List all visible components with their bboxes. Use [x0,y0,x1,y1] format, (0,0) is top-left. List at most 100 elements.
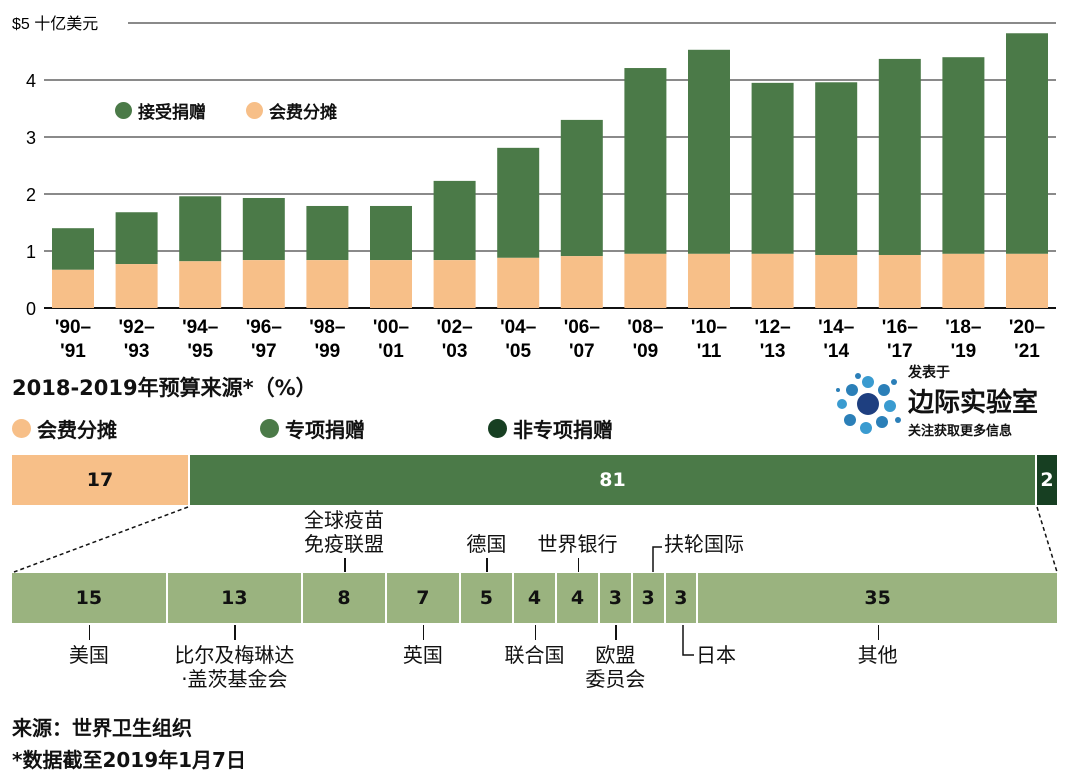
segment-2: 2 [1037,455,1057,505]
y-tick-label: 3 [26,128,36,148]
x-tick-label: '92– [118,317,154,338]
publisher-badge: 发表于 边际实验室 关注获取更多信息 [832,362,1072,442]
x-tick-label: '99 [315,341,341,362]
bar-assessed [942,253,985,308]
bar-donations [624,68,667,254]
x-tick-label: '90– [55,317,91,338]
bar-donations [688,49,730,254]
segment-0: 17 [12,455,188,505]
publisher-line1: 发表于 [908,365,950,381]
y-axis-label: $5 十亿美元 [12,15,98,33]
bar-assessed [751,253,794,308]
x-tick-label: '93 [124,341,150,362]
donor-label: 欧盟 委员会 [585,643,646,691]
donor-segment: 8 [303,573,385,623]
x-tick-label: '97 [251,341,277,362]
bar-assessed [624,253,667,308]
legend-label: 接受捐赠 [138,103,206,123]
publisher-line3: 关注获取更多信息 [908,424,1013,439]
x-tick-label: '00– [373,317,409,338]
publisher-logo-icon [836,373,901,434]
donor-label: 联合国 [504,643,565,667]
legend-swatch [246,102,263,119]
legend-label: 专项捐赠 [285,418,365,442]
bar-donations [433,180,476,261]
y-tick-label: 2 [26,185,36,205]
bar-assessed [497,257,540,308]
bar-donations [942,57,985,254]
bar-assessed [433,260,476,308]
x-tick-label: '07 [569,341,595,362]
bar-donations [815,82,858,255]
label-tick [534,625,536,640]
x-tick-label: '14– [818,317,854,338]
legend-label: 会费分摊 [37,418,117,442]
section-title: 2018-2019年预算来源*（%） [12,376,317,400]
label-tick [422,625,425,640]
x-tick-label: '95 [187,341,213,362]
x-tick-label: '16– [882,317,918,338]
publisher-name: 边际实验室 [908,388,1039,418]
legend-specified: 专项捐赠 [260,414,365,443]
donor-label: 比尔及梅琳达 ·盖茨基金会 [174,643,295,691]
bar-assessed [560,256,603,308]
bar-donations [242,197,285,261]
donor-segment: 4 [514,573,555,623]
donor-segment: 35 [698,573,1057,623]
donor-label: 美国 [68,643,109,667]
bar-assessed [306,260,349,308]
donor-segment: 7 [387,573,459,623]
bar-donations [497,147,540,258]
donor-label: 日本 [696,643,736,667]
x-tick-label: '01 [378,341,404,362]
bar-donations [179,196,222,262]
bar-assessed [242,260,285,308]
x-tick-label: '05 [505,341,531,362]
x-tick-label: '10– [691,317,727,338]
donor-segment: 13 [167,573,301,623]
x-tick-label: '13 [760,341,786,362]
donor-label: 德国 [466,532,507,556]
legend-donations: 接受捐赠 [115,98,206,123]
label-tick [877,625,880,640]
x-tick-label: '12– [754,317,790,338]
x-tick-label: '08– [627,317,663,338]
bar-donations [115,212,158,265]
x-tick-label: '20– [1009,317,1045,338]
x-tick-label: '11 [697,341,722,362]
bar-donations [751,82,794,254]
label-tick [615,625,617,640]
bar-assessed [815,254,858,308]
donor-label: 扶轮国际 [664,532,744,556]
bar-assessed [370,260,412,308]
bar-donations [560,119,603,257]
bar-assessed [688,253,730,308]
y-tick-label: 1 [26,242,36,262]
bar-donations [52,228,94,270]
donor-segment: 5 [460,573,512,623]
bar-assessed [115,264,158,308]
bar-donations [370,205,412,261]
bar-assessed [878,254,921,308]
bar-donations [1006,33,1048,254]
legend-label: 会费分摊 [269,103,337,123]
bar-assessed [52,269,94,308]
y-tick-label: 4 [26,71,36,91]
donor-segment: 15 [12,573,166,623]
legend-label: 非专项捐赠 [513,418,613,442]
x-tick-label: '19 [951,341,977,362]
label-tick [344,558,346,572]
label-tick [234,625,236,640]
x-tick-label: '21 [1014,341,1040,362]
y-tick-label: 0 [26,299,36,319]
x-tick-label: '17 [887,341,913,362]
donor-segment: 3 [632,573,664,623]
bar-donations [306,205,349,261]
label-tick [88,625,91,640]
x-tick-label: '18– [945,317,981,338]
x-tick-label: '14 [823,341,849,362]
donor-label: 英国 [402,643,443,667]
donor-segment: 3 [600,573,631,623]
source-note: 来源：世界卫生组织 [12,716,192,740]
